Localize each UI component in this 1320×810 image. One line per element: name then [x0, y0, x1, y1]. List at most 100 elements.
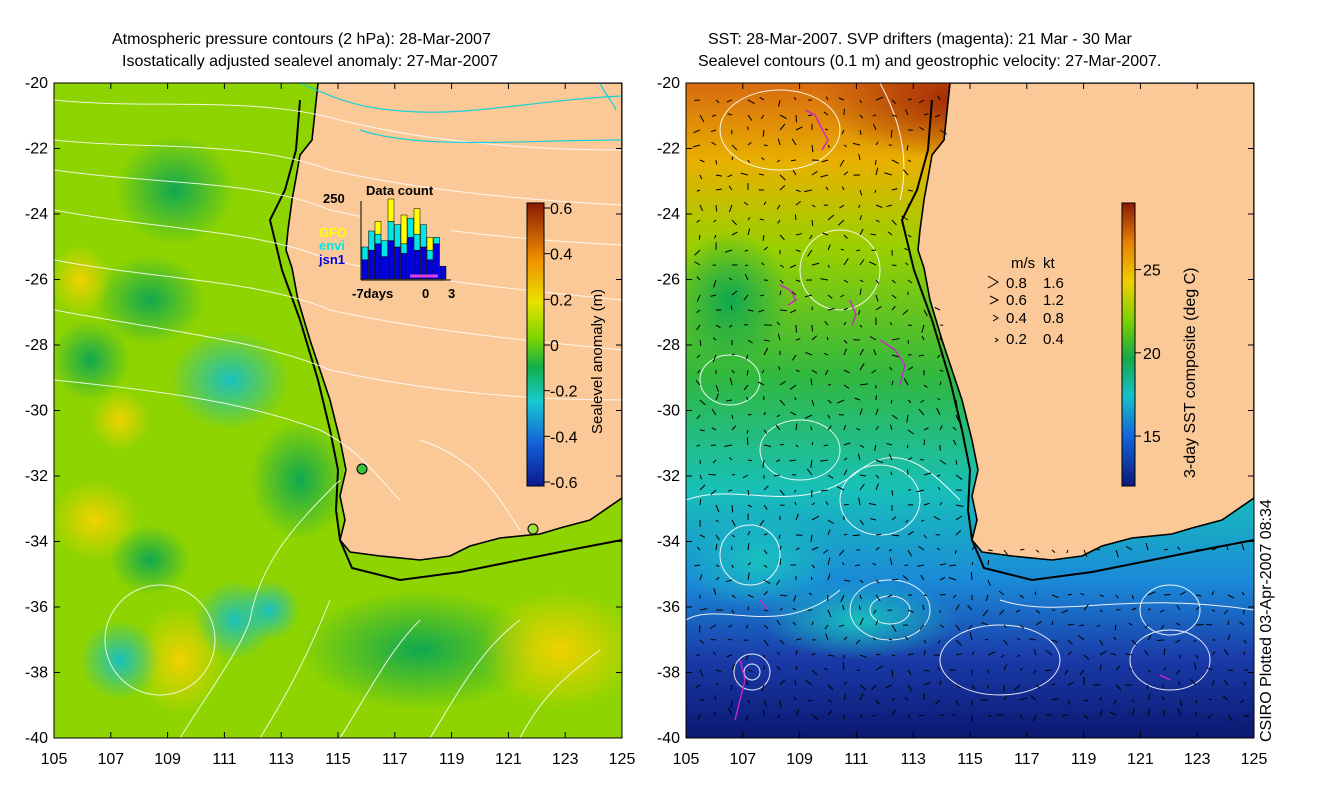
legend-kt-08: 0.8 — [1043, 310, 1064, 327]
y-tick-label: -40 — [657, 730, 680, 747]
velocity-arrow — [907, 399, 912, 403]
velocity-arrow — [842, 662, 845, 671]
y-tick-label: -20 — [657, 75, 680, 92]
velocity-arrow — [907, 98, 912, 101]
velocity-arrow — [795, 444, 799, 448]
velocity-arrow — [918, 354, 925, 357]
velocity-arrow — [936, 474, 941, 477]
velocity-arrow — [902, 309, 909, 316]
y-tick-label: -22 — [25, 141, 48, 158]
velocity-arrow — [1083, 654, 1090, 660]
velocity-arrow — [827, 399, 832, 404]
velocity-arrow — [1028, 638, 1037, 641]
velocity-arrow — [1239, 621, 1245, 626]
velocity-arrow — [886, 204, 893, 208]
velocity-arrow — [795, 201, 801, 206]
velocity-arrow — [939, 563, 947, 566]
velocity-arrow — [872, 714, 877, 717]
velocity-arrow — [875, 546, 880, 551]
velocity-arrow — [1099, 639, 1104, 646]
velocity-arrow — [872, 562, 877, 566]
legend-kt-12: 1.2 — [1043, 292, 1064, 309]
velocity-arrow — [859, 444, 865, 449]
velocity-arrow — [763, 549, 768, 555]
sst-colorbar: 15 20 25 — [1121, 202, 1161, 487]
velocity-arrow — [1195, 594, 1202, 597]
velocity-arrow — [836, 486, 845, 491]
velocity-arrow — [1051, 620, 1054, 626]
velocity-arrow — [843, 457, 848, 461]
velocity-arrow — [1067, 593, 1072, 596]
velocity-arrow — [696, 324, 701, 331]
velocity-arrow — [968, 624, 973, 630]
velocity-arrow — [761, 369, 765, 374]
velocity-arrow — [730, 305, 733, 311]
velocity-arrow — [811, 621, 814, 626]
velocity-arrow — [1099, 664, 1102, 671]
velocity-arrow — [746, 429, 749, 434]
sst-map — [686, 83, 1254, 738]
velocity-arrow — [727, 638, 733, 641]
velocity-arrow — [823, 444, 829, 447]
velocity-arrow — [870, 233, 877, 236]
velocity-arrow — [763, 579, 771, 584]
velocity-arrow — [795, 547, 800, 551]
x-tick-label: 119 — [1071, 751, 1097, 768]
velocity-arrow — [949, 564, 957, 567]
velocity-arrow — [1176, 605, 1181, 611]
velocity-arrow — [1222, 695, 1229, 701]
velocity-arrow — [955, 684, 961, 689]
velocity-arrow — [747, 669, 753, 672]
velocity-arrow — [745, 624, 749, 629]
velocity-arrow — [1017, 637, 1021, 641]
velocity-arrow — [843, 339, 848, 344]
velocity-arrow — [901, 215, 909, 221]
velocity-arrow — [763, 504, 768, 510]
velocity-arrow — [1083, 549, 1088, 557]
velocity-arrow — [954, 549, 957, 554]
velocity-arrow — [790, 159, 797, 162]
velocity-arrow — [699, 639, 705, 644]
velocity-arrow — [779, 264, 785, 268]
velocity-arrow — [823, 111, 829, 116]
velocity-arrow — [731, 594, 736, 599]
velocity-arrow — [775, 424, 781, 431]
velocity-arrow — [875, 594, 881, 602]
x-tick-label: 121 — [495, 751, 522, 768]
velocity-arrow — [744, 273, 749, 281]
velocity-arrow — [937, 667, 941, 671]
x-tick-label: 109 — [154, 751, 181, 768]
velocity-arrow — [728, 457, 733, 461]
velocity-arrow — [891, 414, 898, 420]
velocity-arrow — [1032, 714, 1037, 722]
velocity-arrow — [794, 214, 797, 221]
velocity-arrow — [714, 695, 717, 701]
velocity-arrow — [710, 489, 717, 496]
velocity-arrow — [857, 309, 861, 315]
velocity-arrow — [779, 174, 786, 181]
velocity-arrow — [747, 699, 751, 704]
velocity-arrow — [1163, 667, 1167, 671]
velocity-arrow — [1013, 684, 1021, 691]
velocity-arrow — [934, 114, 941, 118]
velocity-arrow — [779, 234, 785, 241]
velocity-arrow — [779, 558, 782, 566]
velocity-arrow — [839, 159, 845, 167]
velocity-arrow — [852, 142, 861, 146]
velocity-arrow — [857, 453, 861, 461]
velocity-arrow — [790, 411, 797, 416]
velocity-arrow — [955, 530, 962, 536]
velocity-arrow — [779, 607, 783, 611]
arrow-sample-06 — [989, 295, 1000, 305]
velocity-arrow — [747, 114, 753, 121]
velocity-arrow — [715, 174, 722, 177]
velocity-arrow — [923, 681, 931, 686]
legend-ms-08: 0.8 — [1006, 275, 1027, 292]
inset-bar-segment — [433, 237, 440, 245]
velocity-arrow — [727, 489, 733, 492]
velocity-arrow — [955, 699, 959, 706]
velocity-arrow — [711, 141, 717, 146]
velocity-arrow — [859, 279, 864, 283]
velocity-arrow — [1190, 678, 1197, 686]
y-tick-label: -26 — [657, 272, 680, 289]
